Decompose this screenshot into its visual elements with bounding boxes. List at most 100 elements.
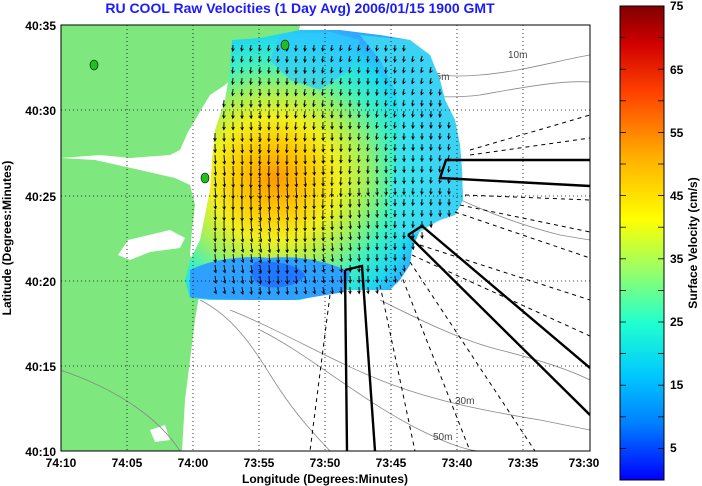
velocity-arrowhead (339, 258, 343, 263)
velocity-arrowhead (231, 149, 235, 154)
velocity-arrowhead (213, 194, 217, 199)
velocity-arrowhead (330, 247, 334, 252)
velocity-arrowhead (366, 70, 370, 74)
velocity-arrowhead (402, 102, 406, 107)
velocity-arrowhead (258, 161, 262, 166)
velocity-arrowhead (249, 184, 253, 189)
velocity-arrowhead (267, 195, 271, 200)
x-tick-label: 74:00 (178, 456, 209, 470)
velocity-arrowhead (249, 104, 253, 108)
velocity-arrowhead (267, 217, 272, 222)
velocity-arrowhead (231, 92, 235, 97)
velocity-arrowhead (402, 125, 406, 130)
radar-site-marker (280, 39, 290, 51)
velocity-arrowhead (411, 202, 415, 207)
velocity-arrowhead (384, 279, 388, 284)
velocity-arrowhead (393, 113, 397, 118)
velocity-arrowhead (267, 184, 271, 189)
velocity-arrowhead (258, 217, 263, 222)
velocity-arrowhead (249, 149, 253, 154)
velocity-arrowhead (222, 172, 226, 177)
velocity-arrow (295, 187, 298, 199)
velocity-arrowhead (384, 102, 388, 107)
velocity-arrowhead (249, 228, 253, 233)
velocity-arrowhead (231, 238, 235, 243)
velocity-arrowhead (276, 228, 281, 233)
velocity-arrowhead (267, 249, 271, 254)
velocity-arrowhead (348, 81, 352, 86)
velocity-arrowhead (438, 191, 442, 196)
velocity-arrowhead (375, 290, 379, 295)
velocity-arrowhead (357, 203, 361, 208)
velocity-arrowhead (411, 180, 415, 185)
velocity-arrowhead (231, 259, 235, 264)
velocity-arrow (223, 176, 226, 187)
velocity-arrowhead (249, 115, 253, 120)
velocity-arrowhead (357, 58, 361, 63)
velocity-arrowhead (249, 217, 253, 222)
velocity-arrowhead (231, 206, 235, 211)
velocity-arrowhead (366, 247, 370, 251)
velocity-arrowhead (294, 161, 298, 166)
velocity-arrowhead (420, 213, 424, 218)
velocity-arrowhead (357, 81, 361, 86)
velocity-arrowhead (348, 69, 352, 74)
velocity-arrowhead (267, 206, 271, 211)
velocity-arrowhead (384, 246, 388, 251)
velocity-arrowhead (339, 47, 343, 52)
velocity-arrowhead (411, 136, 415, 141)
velocity-arrowhead (402, 147, 406, 152)
velocity-arrowhead (240, 195, 244, 200)
velocity-arrowhead (294, 137, 298, 142)
velocity-arrow (232, 143, 234, 153)
velocity-arrow (241, 220, 243, 232)
velocity-arrowhead (231, 249, 235, 254)
velocity-arrowhead (213, 149, 217, 154)
velocity-arrowhead (321, 58, 325, 63)
velocity-arrow (250, 220, 253, 232)
velocity-arrowhead (231, 228, 235, 233)
velocity-arrowhead (258, 270, 262, 275)
velocity-arrowhead (303, 205, 307, 210)
velocity-arrowhead (339, 236, 343, 241)
velocity-arrowhead (402, 235, 406, 240)
velocity-arrowhead (393, 169, 397, 174)
velocity-arrowhead (312, 149, 316, 154)
velocity-arrowhead (267, 270, 271, 275)
colorbar-tick-label: 15 (670, 378, 684, 392)
velocity-arrowhead (303, 249, 307, 253)
velocity-arrowhead (267, 280, 271, 285)
velocity-arrowhead (384, 235, 388, 240)
velocity-arrowhead (330, 226, 334, 231)
velocity-arrowhead (231, 172, 235, 177)
velocity-arrowhead (276, 161, 280, 166)
velocity-arrowhead (339, 279, 343, 284)
velocity-arrowhead (429, 125, 433, 130)
velocity-arrowhead (384, 268, 388, 273)
velocity-arrowhead (438, 91, 442, 96)
velocity-arrowhead (222, 249, 226, 254)
velocity-arrow (223, 154, 226, 164)
velocity-arrowhead (303, 126, 307, 131)
velocity-arrow (268, 198, 271, 210)
velocity-arrowhead (384, 202, 388, 207)
velocity-arrowhead (348, 114, 352, 119)
radar-site-marker (200, 172, 210, 184)
velocity-arrowhead (258, 58, 262, 63)
velocity-arrowhead (321, 205, 325, 210)
velocity-arrow (286, 176, 288, 188)
velocity-arrowhead (258, 70, 262, 75)
velocity-arrowhead (258, 92, 262, 97)
velocity-arrowhead (393, 202, 397, 207)
velocity-arrowhead (267, 161, 271, 166)
velocity-arrowhead (384, 80, 388, 85)
velocity-arrowhead (411, 125, 415, 130)
velocity-arrow (295, 209, 297, 221)
velocity-arrowhead (393, 235, 397, 240)
velocity-arrowhead (330, 237, 334, 242)
velocity-arrowhead (285, 103, 289, 108)
colorbar-tick-label: 35 (670, 252, 684, 266)
velocity-arrowhead (438, 213, 442, 218)
velocity-arrowhead (276, 81, 280, 86)
